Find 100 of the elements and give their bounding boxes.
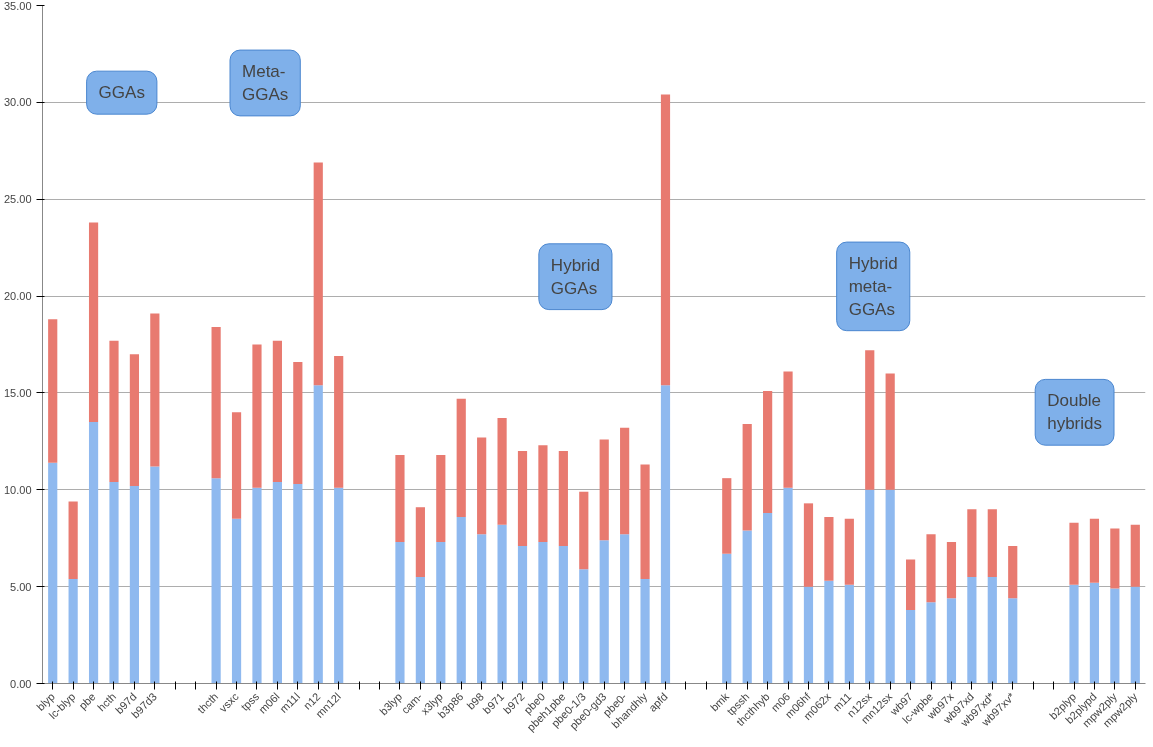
y-tick-label: 5.00: [10, 580, 32, 593]
bar: [844, 518, 854, 585]
bar: [48, 462, 58, 684]
bar: [987, 576, 997, 684]
bar: [334, 487, 344, 684]
bar: [1089, 518, 1100, 583]
bar: [722, 478, 732, 554]
bar: [293, 361, 303, 484]
bar: [211, 478, 221, 684]
bar: [395, 454, 405, 543]
bar: [660, 94, 671, 386]
bar: [763, 390, 773, 514]
bar: [272, 482, 282, 684]
bar: [599, 540, 609, 684]
bar: [967, 509, 977, 577]
bar: [620, 534, 630, 684]
bar: [742, 423, 752, 531]
bar: [497, 524, 507, 684]
bar: [313, 162, 323, 386]
bar: [334, 356, 344, 488]
bar: [620, 427, 630, 535]
bar: [987, 509, 997, 577]
bar: [436, 542, 446, 684]
bar: [967, 576, 977, 684]
y-tick-label: 30.00: [3, 96, 32, 109]
annotation: Hybrid GGAs: [550, 255, 600, 298]
bar: [150, 313, 160, 467]
y-tick-label: 25.00: [3, 193, 32, 206]
bar: [824, 516, 834, 581]
bar: [1008, 545, 1018, 599]
bar: [211, 327, 221, 479]
bar: [538, 542, 548, 684]
bar: [88, 421, 99, 684]
bar: [415, 507, 425, 577]
x-tick-label: pbe: [76, 690, 98, 712]
bar: [1130, 586, 1140, 684]
y-tick-label: 0.00: [10, 677, 32, 690]
bar: [231, 518, 242, 684]
bar: [926, 534, 936, 603]
bar: [926, 602, 936, 684]
bar: [68, 501, 78, 579]
bar: [803, 503, 814, 587]
bar: [865, 350, 875, 490]
y-tick-label: 20.00: [3, 290, 32, 303]
y-tick-label: 35.00: [3, 0, 32, 12]
bar: [109, 482, 119, 684]
bar: [456, 516, 466, 684]
bar: [129, 354, 140, 486]
bar: [742, 530, 752, 684]
bar: [415, 576, 425, 684]
bar: [1008, 598, 1018, 684]
bar: [517, 451, 528, 546]
bar: [783, 371, 793, 488]
bar: [109, 340, 119, 483]
bar: [293, 483, 303, 684]
bar: [946, 542, 957, 599]
bar: [497, 418, 507, 525]
bar: [640, 578, 650, 684]
bar: [1069, 522, 1079, 585]
bar: [1089, 582, 1100, 684]
annotation: Hybrid meta- GGAs: [848, 254, 898, 319]
bar: [783, 487, 793, 684]
bar: [579, 569, 589, 684]
bar: [558, 451, 568, 546]
bar: [906, 609, 916, 684]
bar: [640, 464, 650, 579]
bar: [906, 559, 916, 610]
bar: [129, 485, 140, 684]
annotation: Double hybrids: [1047, 391, 1103, 434]
bar: [395, 542, 405, 684]
bar: [150, 466, 160, 684]
bar: [885, 373, 895, 490]
bar: [865, 489, 875, 684]
bar: [1069, 584, 1079, 684]
bar: [824, 580, 834, 684]
bar: [599, 439, 609, 541]
y-tick-label: 10.00: [3, 483, 32, 496]
bar: [558, 545, 568, 684]
bar: [477, 534, 487, 684]
bar: [579, 491, 589, 570]
bar: [68, 578, 78, 684]
bar: [1110, 528, 1120, 589]
bar: [477, 437, 487, 535]
bar: [803, 586, 814, 684]
bar: [722, 553, 732, 684]
bar: [1130, 524, 1140, 587]
bar: [313, 385, 323, 684]
bar: [88, 222, 99, 422]
bar: [456, 398, 466, 517]
bar: [48, 319, 58, 463]
bar: [660, 385, 671, 684]
bar: [272, 340, 282, 483]
bar: [844, 584, 854, 684]
bar: [885, 489, 895, 684]
y-tick-label: 15.00: [3, 386, 32, 399]
bar: [946, 598, 957, 684]
annotation: Meta- GGAs: [242, 62, 289, 104]
annotation: GGAs: [98, 83, 145, 103]
bar: [436, 454, 446, 543]
bar: [252, 487, 262, 684]
